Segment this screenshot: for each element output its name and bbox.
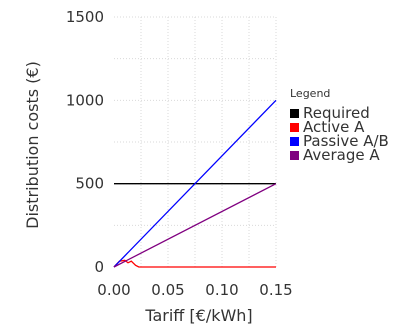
legend-title: Legend	[290, 87, 330, 100]
legend-swatch-average-a	[290, 151, 299, 160]
series-layer	[113, 99, 277, 268]
legend-label-passive-a-b: Passive A/B	[303, 132, 389, 150]
series-line-passive-a-b	[113, 99, 277, 268]
legend-label-average-a: Average A	[303, 146, 380, 164]
x-tick-label: 0.05	[151, 281, 184, 299]
legend-swatch-passive-a-b	[290, 137, 299, 146]
x-tick-label: 0.00	[97, 281, 130, 299]
y-tick-label: 1500	[66, 8, 104, 26]
x-tick-label: 0.10	[205, 281, 238, 299]
y-tick-label: 1000	[66, 91, 104, 109]
series-line-average-a	[113, 183, 277, 268]
x-tick-label: 0.15	[259, 281, 292, 299]
y-axis-label: Distribution costs (€)	[23, 61, 42, 229]
y-tick-label: 0	[94, 258, 104, 276]
grid-layer	[114, 16, 277, 267]
legend-label-active-a: Active A	[303, 118, 365, 136]
axes: 0 500 1000 1500 0.00 0.05 0.10 0.15	[66, 8, 293, 299]
legend-swatch-required	[290, 109, 299, 118]
x-axis-label: Tariff [€/kWh]	[144, 306, 252, 325]
legend-swatch-active-a	[290, 123, 299, 132]
y-tick-label: 500	[75, 175, 104, 193]
legend-label-required: Required	[303, 104, 370, 122]
